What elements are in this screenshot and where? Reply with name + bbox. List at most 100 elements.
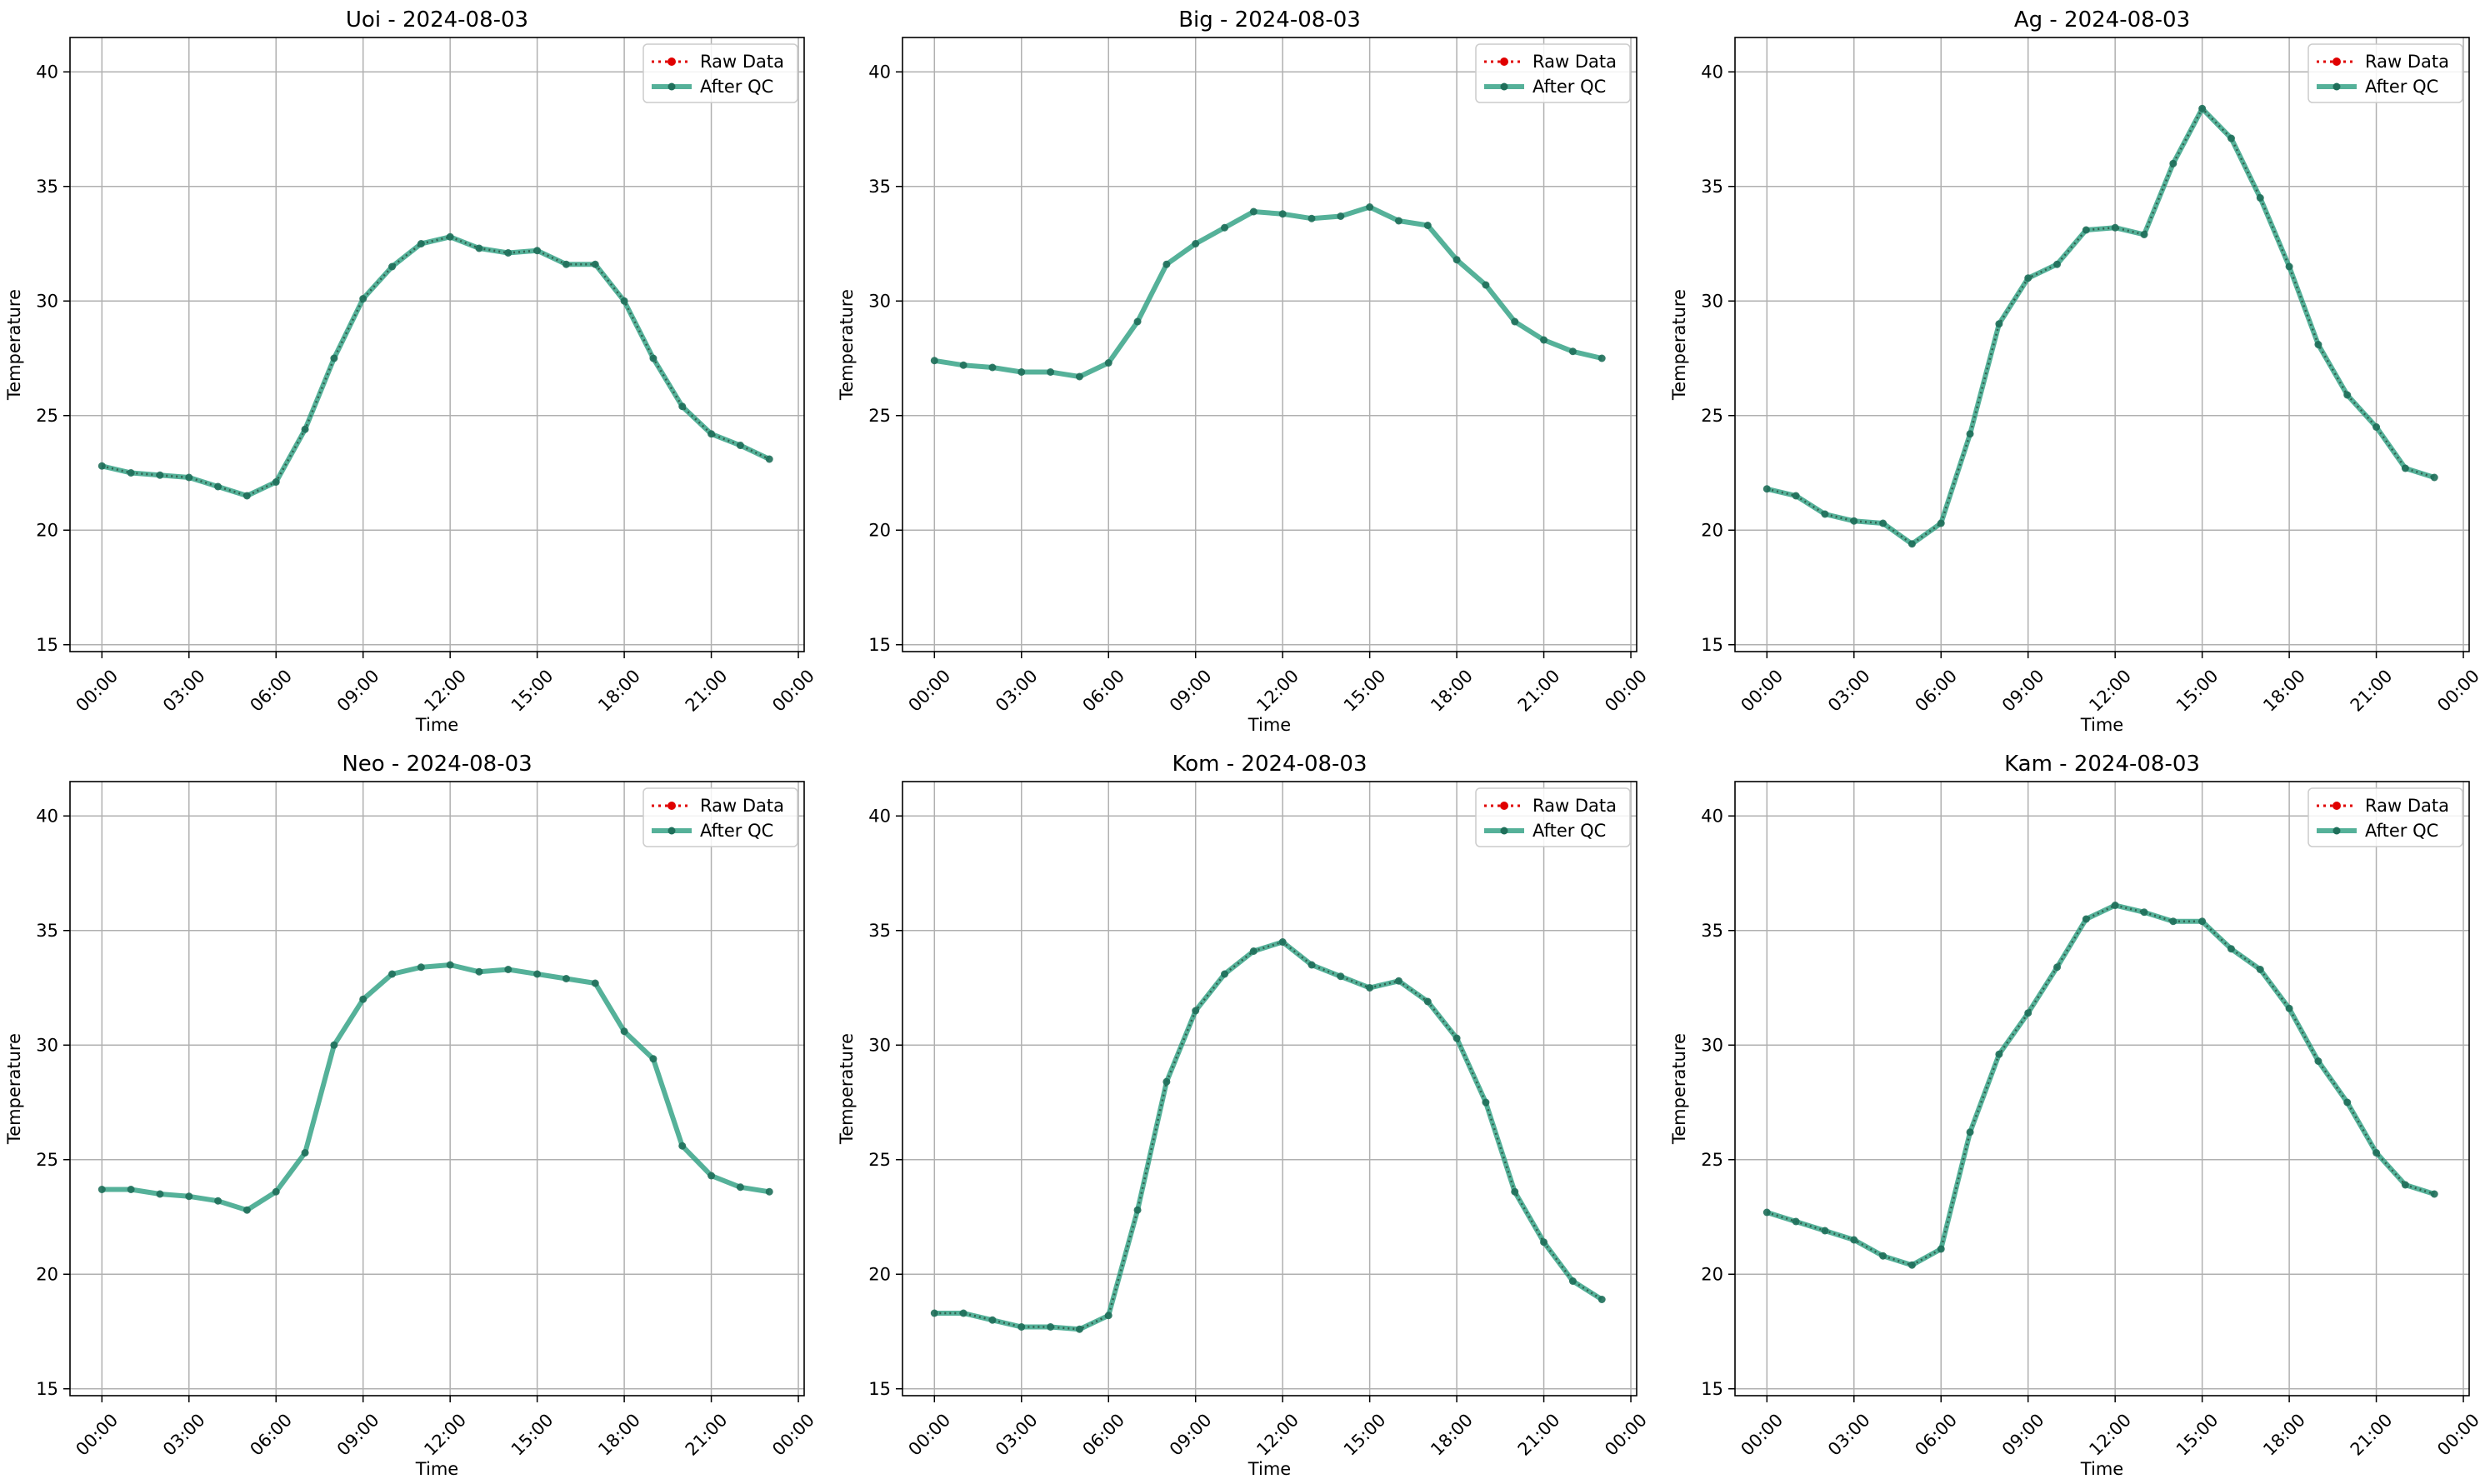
y-tick-label: 20	[1701, 520, 1723, 540]
legend-label-qc: After QC	[2365, 77, 2438, 97]
series-group	[930, 203, 1606, 381]
data-point-after-qc	[1598, 1296, 1606, 1303]
data-point-after-qc	[1792, 492, 1800, 500]
data-point-after-qc	[708, 1172, 716, 1180]
data-point-after-qc	[2285, 1004, 2293, 1012]
legend-label-raw: Raw Data	[1532, 52, 1617, 72]
legend-swatch-raw-marker	[2332, 802, 2341, 810]
data-point-after-qc	[988, 1316, 997, 1324]
data-point-after-qc	[2111, 902, 2119, 909]
data-point-after-qc	[1482, 281, 1490, 289]
y-tick-label: 35	[868, 921, 891, 941]
series-line-after-qc	[102, 962, 770, 1213]
data-point-after-qc	[446, 232, 454, 241]
y-tick-label: 15	[36, 635, 58, 655]
legend: Raw Data After QC	[2308, 43, 2463, 103]
data-point-after-qc	[301, 425, 309, 433]
data-point-after-qc	[1075, 372, 1083, 381]
legend-label-qc: After QC	[1532, 77, 1606, 97]
y-tick-label: 40	[36, 806, 58, 826]
data-point-after-qc	[1995, 1050, 2003, 1058]
legend-swatch-raw-marker	[1500, 57, 1508, 66]
data-point-after-qc	[2285, 262, 2293, 271]
data-point-after-qc	[1337, 972, 1345, 981]
data-point-after-qc	[214, 482, 222, 491]
y-tick-label: 30	[1701, 291, 1723, 311]
x-axis-label: Time	[2080, 1459, 2123, 1479]
legend-label-raw: Raw Data	[700, 796, 784, 816]
data-point-after-qc	[1018, 368, 1026, 376]
data-point-after-qc	[1192, 240, 1200, 247]
y-tick-label: 15	[868, 635, 891, 655]
data-point-after-qc	[533, 247, 542, 255]
data-point-after-qc	[1192, 1007, 1200, 1015]
data-point-after-qc	[1221, 223, 1229, 232]
legend-swatch-raw-marker	[2332, 57, 2341, 66]
series-line-raw-data	[102, 235, 770, 497]
y-tick-label: 35	[868, 177, 891, 197]
data-point-after-qc	[649, 1055, 658, 1063]
data-point-after-qc	[2053, 260, 2062, 268]
data-point-after-qc	[1133, 317, 1142, 326]
data-point-after-qc	[959, 1309, 968, 1317]
data-point-after-qc	[1568, 1277, 1577, 1285]
data-point-after-qc	[1394, 217, 1402, 225]
data-point-after-qc	[1249, 207, 1258, 216]
series-group	[1762, 104, 2438, 548]
y-tick-label: 25	[36, 406, 58, 426]
data-point-after-qc	[1308, 214, 1316, 222]
data-point-after-qc	[1162, 260, 1171, 268]
data-point-after-qc	[388, 970, 397, 978]
legend: Raw Data After QC	[642, 43, 798, 103]
x-axis-label: Time	[1248, 715, 1291, 735]
legend: Raw Data After QC	[1475, 43, 1631, 103]
y-tick-label: 40	[868, 806, 891, 826]
data-point-after-qc	[301, 1149, 309, 1157]
legend-swatch-raw-marker	[668, 57, 676, 66]
legend-label-qc: After QC	[700, 821, 773, 841]
data-point-after-qc	[1908, 1261, 1916, 1269]
data-point-after-qc	[1762, 1208, 1771, 1217]
data-point-after-qc	[1047, 1323, 1055, 1331]
data-point-after-qc	[1249, 947, 1258, 955]
data-point-after-qc	[98, 1186, 106, 1193]
data-point-after-qc	[2227, 134, 2235, 142]
data-point-after-qc	[504, 966, 512, 973]
data-point-after-qc	[2169, 917, 2178, 926]
legend: Raw Data After QC	[642, 787, 798, 847]
y-tick-label: 25	[1701, 406, 1723, 426]
data-point-after-qc	[1511, 1187, 1519, 1196]
data-point-after-qc	[2372, 1149, 2381, 1157]
data-point-after-qc	[1221, 970, 1229, 978]
x-axis-label: Time	[415, 1459, 458, 1479]
data-point-after-qc	[2140, 908, 2148, 917]
data-point-after-qc	[2343, 1098, 2352, 1107]
y-tick-label: 25	[36, 1150, 58, 1170]
legend: Raw Data After QC	[1475, 787, 1631, 847]
data-point-after-qc	[1394, 977, 1402, 985]
data-point-after-qc	[562, 975, 570, 982]
data-point-after-qc	[1908, 540, 1916, 548]
y-tick-label: 20	[36, 1264, 58, 1284]
axes-frame	[69, 37, 805, 652]
data-point-after-qc	[1598, 354, 1606, 362]
data-point-after-qc	[504, 249, 512, 257]
data-point-after-qc	[649, 354, 658, 362]
legend: Raw Data After QC	[2308, 787, 2463, 847]
data-point-after-qc	[1452, 256, 1461, 264]
y-tick-label: 15	[36, 1379, 58, 1399]
data-point-after-qc	[1762, 485, 1771, 493]
chart-title: Ag - 2024-08-03	[2014, 7, 2190, 32]
y-tick-label: 30	[868, 291, 891, 311]
data-point-after-qc	[446, 961, 454, 969]
data-point-after-qc	[2198, 917, 2207, 926]
y-tick-label: 25	[868, 406, 891, 426]
x-axis-label: Time	[1248, 1459, 1291, 1479]
data-point-after-qc	[736, 1183, 744, 1192]
legend-label-raw: Raw Data	[1532, 796, 1617, 816]
data-point-after-qc	[127, 1186, 135, 1193]
data-point-after-qc	[1821, 510, 1829, 518]
data-point-after-qc	[1278, 210, 1287, 218]
data-point-after-qc	[1452, 1034, 1461, 1042]
data-point-after-qc	[2082, 915, 2090, 923]
